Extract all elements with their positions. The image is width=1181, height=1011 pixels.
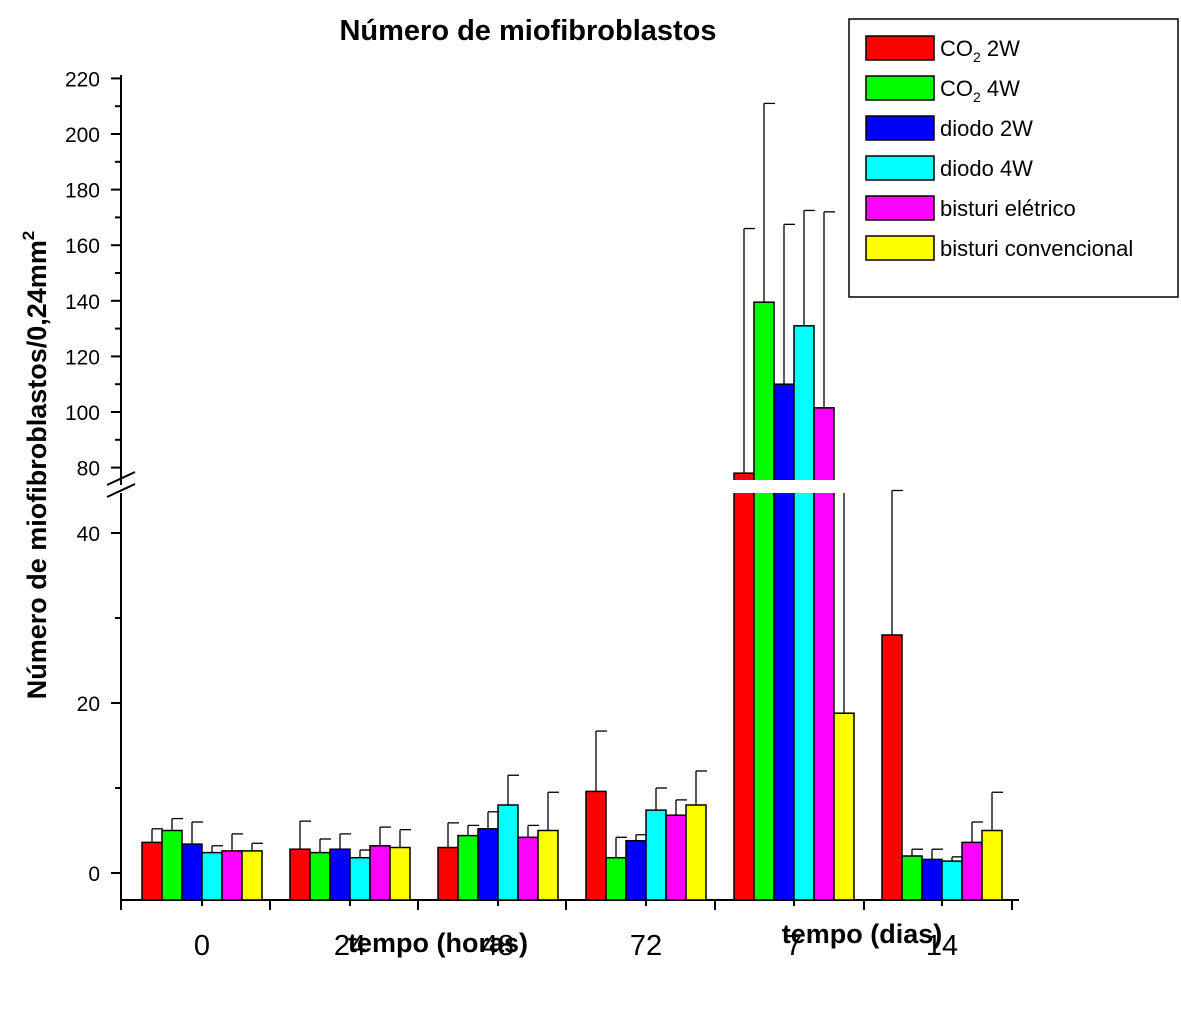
- bar: [773, 383, 795, 901]
- legend-entry: CO2 2W: [940, 36, 1020, 65]
- x-tick-label: 24: [334, 930, 366, 962]
- legend-swatch: [865, 35, 935, 61]
- bar: [733, 472, 755, 901]
- bar: [309, 851, 331, 901]
- bar: [201, 851, 223, 901]
- y-tick-label: 80: [77, 458, 100, 481]
- bar: [457, 834, 479, 901]
- bar: [221, 850, 243, 901]
- bar: [981, 829, 1003, 901]
- x-tick-label: 48: [482, 930, 514, 962]
- legend-entry: CO2 4W: [940, 76, 1020, 105]
- x-tick-label: 14: [926, 930, 958, 962]
- bar: [369, 845, 391, 901]
- bar: [497, 804, 519, 901]
- bar: [961, 841, 983, 901]
- bar: [389, 846, 411, 901]
- bar: [349, 856, 371, 901]
- bar: [141, 841, 163, 901]
- bars: [141, 301, 1003, 901]
- legend-swatch: [865, 75, 935, 101]
- y-tick-label: 0: [88, 863, 100, 886]
- bar: [833, 712, 855, 901]
- axis-break-mark: [106, 483, 136, 498]
- bar: [537, 829, 559, 901]
- bar: [437, 846, 459, 901]
- y-tick-label: 160: [65, 235, 100, 258]
- bar: [753, 301, 775, 901]
- x-axis-label-hours: tempo (horas): [348, 928, 528, 958]
- legend-entry: bisturi convencional: [940, 236, 1133, 261]
- x-axis-label-days: tempo (dias): [782, 919, 943, 949]
- legend-entry: diodo 4W: [940, 156, 1033, 181]
- y-tick-label: 200: [65, 124, 100, 147]
- bar: [685, 804, 707, 901]
- y-tick-labels: 0 20 40 80 100 120 140 160 180 200 220: [65, 68, 100, 886]
- legend-entry: diodo 2W: [940, 116, 1033, 141]
- y-tick-label: 20: [77, 693, 100, 716]
- axes: [106, 75, 1019, 910]
- y-tick-label: 140: [65, 291, 100, 314]
- error-bars: [151, 102, 1003, 862]
- y-tick-label: 180: [65, 180, 100, 203]
- legend-swatch: [865, 115, 935, 141]
- y-axis-label: Número de miofibroblastos/0,24mm2: [19, 231, 52, 700]
- chart-title: Número de miofibroblastos: [339, 15, 716, 47]
- x-tick-label: 0: [194, 930, 210, 962]
- legend-entry: bisturi elétrico: [940, 196, 1076, 221]
- bar: [605, 856, 627, 901]
- axis-break-gap: [715, 480, 864, 493]
- y-tick-label: 40: [77, 523, 100, 546]
- bar: [477, 828, 499, 901]
- y-axis-label-superscript: 2: [19, 231, 38, 240]
- legend-swatch: [865, 155, 935, 181]
- bar: [665, 814, 687, 901]
- bar: [793, 325, 815, 901]
- x-tick-label: 7: [786, 930, 802, 962]
- bar: [161, 829, 183, 901]
- bar: [645, 809, 667, 901]
- legend-swatch: [865, 235, 935, 261]
- bar: [921, 858, 943, 901]
- bar: [517, 836, 539, 901]
- y-tick-label: 120: [65, 346, 100, 369]
- bar: [881, 634, 903, 901]
- bar: [241, 850, 263, 901]
- y-tick-label: 220: [65, 68, 100, 91]
- axis-break-mark: [106, 471, 136, 486]
- bar: [901, 855, 923, 901]
- bar: [625, 839, 647, 901]
- bar: [585, 790, 607, 901]
- y-tick-label: 100: [65, 402, 100, 425]
- bar: [289, 848, 311, 901]
- bar: [329, 848, 351, 901]
- x-tick-labels: 0 24 48 72 7 14: [194, 930, 958, 962]
- legend-swatch: [865, 195, 935, 221]
- bar: [181, 843, 203, 901]
- legend: CO2 2W CO2 4W diodo 2W diodo 4W bisturi elét…: [848, 18, 1179, 298]
- x-tick-label: 72: [630, 930, 662, 962]
- bar: [941, 860, 963, 901]
